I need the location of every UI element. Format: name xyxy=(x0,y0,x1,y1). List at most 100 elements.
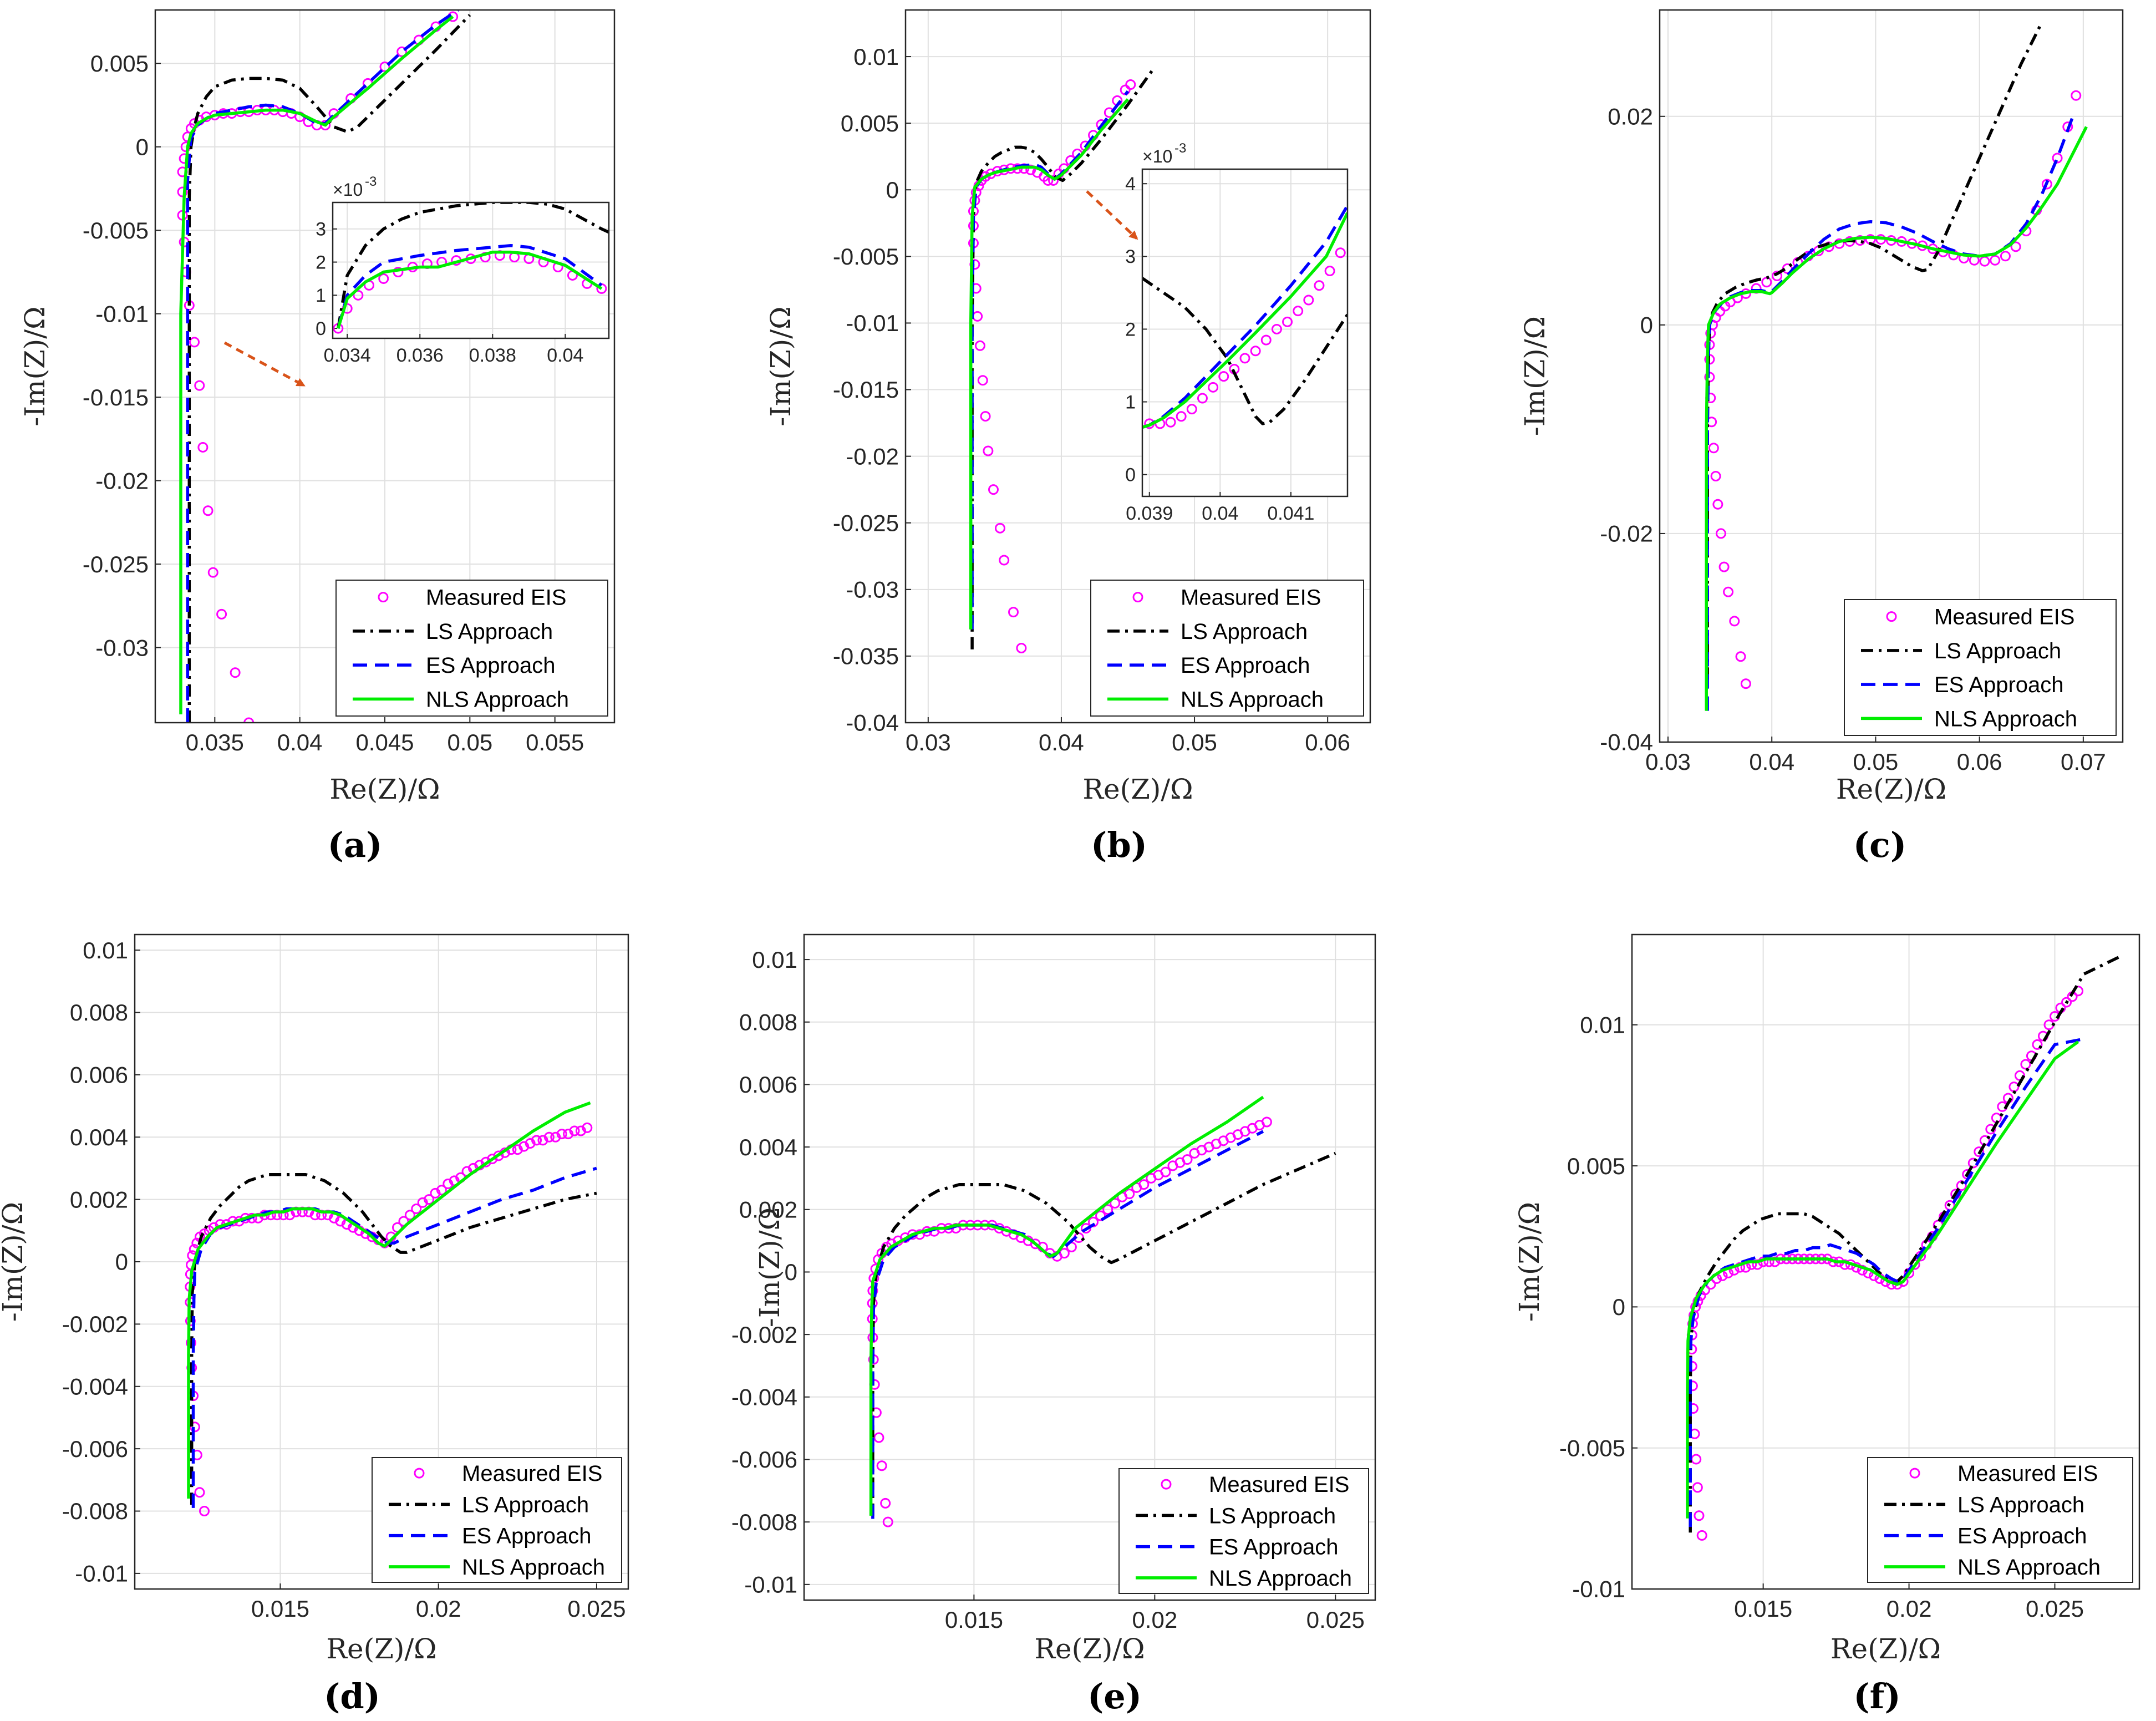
panel-a-ylabel: -Im(Z)/Ω xyxy=(19,306,51,426)
panel-c-ylabel: -Im(Z)/Ω xyxy=(1519,316,1551,436)
panel-b-inset-series-measured-eis-point xyxy=(1303,295,1314,306)
panel-e-legend-label-es-approach: ES Approach xyxy=(1209,1535,1339,1560)
panel-e: 0.015 0.02 0.0250.010.0080.0060.0040.0020-… xyxy=(731,933,1376,1717)
panel-b-ytick-label: -0.015 xyxy=(833,377,899,403)
panel-b-inset-ytick-label: 0 xyxy=(1125,465,1136,486)
panel-a-inset: 0.034 0.036 0.038 0.04 0 1 2 3 ×10 -3 xyxy=(316,174,610,366)
panel-e-ytick-label: 0.008 xyxy=(739,1009,797,1035)
panel-b-xtick-label: 0.05 xyxy=(1172,729,1217,755)
panel-f-series-measured-eis-point xyxy=(1694,1510,1705,1521)
panel-c-legend-label-measured-eis: Measured EIS xyxy=(1934,605,2074,629)
panel-b: 0.03 0.04 0.05 0.06 0.01 0.005 0 -0.005 -0.01 -0.… xyxy=(765,9,1371,865)
panel-a-zoom-arrow xyxy=(223,341,306,387)
panel-f-legend-label-nls-approach: NLS Approach xyxy=(1957,1555,2101,1580)
panel-b-inset-ytick-label: 2 xyxy=(1125,319,1136,340)
panel-e-series-measured-eis-point xyxy=(1261,1116,1272,1128)
panel-a-series-measured-eis-point xyxy=(243,717,255,723)
panel-d-series-measured-eis-point xyxy=(569,1125,580,1136)
panel-c-ytick-label: 0.02 xyxy=(1608,103,1653,129)
panel-e-series-measured-eis-point xyxy=(882,1516,893,1527)
panel-b-ytick-label: -0.025 xyxy=(833,510,899,536)
panel-a-inset-series-nls-approach-line xyxy=(337,250,603,329)
panel-f-ytick-label: -0.005 xyxy=(1559,1435,1625,1461)
panel-b-series-measured-eis-point xyxy=(1125,79,1136,90)
panel-b-ylabel: -Im(Z)/Ω xyxy=(765,306,797,426)
panel-c-ytick-label: -0.02 xyxy=(1600,521,1653,547)
panel-b-series-measured-eis-point xyxy=(988,484,999,495)
panel-f-xtick-label: 0.025 xyxy=(2026,1596,2084,1622)
panel-a-ytick-label: -0.02 xyxy=(95,468,149,494)
panel-d-ytick-label: -0.004 xyxy=(62,1373,128,1399)
panel-a-ytick-label: -0.01 xyxy=(95,301,149,327)
panel-e-series-measured-eis-point xyxy=(876,1460,887,1471)
panel-e-xtick-label: 0.02 xyxy=(1132,1607,1177,1633)
panel-a-ytick-label: 0.005 xyxy=(90,50,149,77)
panel-f-series-measured-eis-point xyxy=(2032,1039,2043,1050)
panel-b-series-measured-eis-point xyxy=(1016,642,1027,653)
panel-e-legend: Measured EIS LS Approach ES Approach NLS Ap… xyxy=(1118,1468,1369,1594)
panel-b-ytick-label: 0.005 xyxy=(841,110,899,136)
panel-c-series-measured-eis-point xyxy=(1735,651,1746,662)
panel-a-inset-exponent: ×10 xyxy=(333,180,363,200)
panel-e-series-measured-eis-point xyxy=(1182,1154,1193,1165)
panel-a-frame xyxy=(154,9,616,724)
panel-c-xtick-label: 0.06 xyxy=(1957,749,2002,775)
panel-e-series-es-approach-line xyxy=(871,1130,1264,1519)
panel-a-series-measured-eis-point xyxy=(230,667,241,678)
panel-b-inset-series-measured-eis xyxy=(1144,247,1346,429)
panel-c-frame xyxy=(1659,9,2124,743)
panel-c-series-measured-eis-point xyxy=(1854,235,1865,246)
panel-a-xtick-label: 0.035 xyxy=(186,729,244,755)
panel-b-series-measured-eis-point xyxy=(980,171,991,182)
panel-c-series-measured-eis-point xyxy=(2041,179,2052,190)
panel-d-legend-label-nls-approach: NLS Approach xyxy=(462,1555,605,1580)
panel-e-ytick-label: -0.004 xyxy=(731,1384,797,1410)
panel-c-series-measured-eis-point xyxy=(1729,616,1740,627)
panel-b-series-measured-eis-point xyxy=(974,340,985,351)
panel-b-legend-label-es-approach: ES Approach xyxy=(1181,653,1310,678)
panel-b-inset-series-es-approach-line xyxy=(1142,205,1347,429)
panel-e-legend-swatch-measured xyxy=(1161,1479,1172,1490)
panel-f-frame xyxy=(1631,933,2140,1590)
panel-b-inset-series-measured-eis-point xyxy=(1335,247,1346,258)
panel-b-series-measured-eis-point xyxy=(994,522,1005,534)
panel-e-ytick-label: 0 xyxy=(785,1259,797,1285)
panel-a-legend-box xyxy=(335,580,608,717)
panel-d-legend-label-ls-approach: LS Approach xyxy=(462,1492,589,1517)
panel-e-series-measured-eis-point xyxy=(1124,1189,1135,1200)
panel-c-series-measured-eis-point xyxy=(1718,561,1730,572)
panel-a-legend: Measured EIS LS Approach ES Approach NLS Ap… xyxy=(335,580,608,717)
panel-f-series-measured-eis-point xyxy=(2061,997,2072,1008)
panel-f-legend-label-es-approach: ES Approach xyxy=(1957,1524,2087,1549)
panel-d-ytick-label: 0 xyxy=(115,1249,128,1275)
panel-b-inset-plot-area xyxy=(1142,169,1347,496)
panel-a-inset-series-es-approach-line xyxy=(337,243,603,329)
panel-f-legend-label-ls-approach: LS Approach xyxy=(1957,1492,2084,1517)
panel-f-series-measured-eis-point xyxy=(1752,1259,1763,1270)
panel-b-inset-series-measured-eis-point xyxy=(1250,346,1261,357)
panel-d-ytick-label: 0.002 xyxy=(70,1186,128,1212)
panel-a-inset-series-measured-eis-point xyxy=(353,290,364,301)
panel-b-ytick-label: -0.005 xyxy=(833,243,899,270)
panel-d-ytick-label: 0.004 xyxy=(70,1124,128,1150)
panel-c-legend: Measured EIS LS Approach ES Approach NLS Ap… xyxy=(1844,599,2117,736)
panel-c-series-measured-eis-point xyxy=(1710,471,1721,482)
panel-a-series-measured-eis-point xyxy=(396,46,408,57)
panel-f-label: (f) xyxy=(1853,1676,1900,1717)
panel-a-legend-label-nls-approach: NLS Approach xyxy=(426,687,569,712)
panel-d-series-measured-eis-point xyxy=(531,1135,542,1146)
panel-b-inset-series-measured-eis-point xyxy=(1271,323,1282,334)
panel-f-series-measured-eis-point xyxy=(1769,1256,1781,1267)
panel-e-ytick-label: 0.002 xyxy=(739,1196,797,1222)
panel-c-series-measured-eis-point xyxy=(1990,255,2001,266)
panel-d-ylabel: -Im(Z)/Ω xyxy=(0,1202,29,1322)
panel-a-label: (a) xyxy=(328,825,383,865)
panel-f-series-nls-approach-line xyxy=(1686,1040,2079,1519)
panel-b-series-measured-eis-point xyxy=(980,411,991,422)
panel-a-series-measured-eis-point xyxy=(197,441,209,453)
panel-b-inset-series-measured-eis-point xyxy=(1324,266,1335,277)
panel-a-ytick-label: -0.03 xyxy=(95,634,149,661)
panel-b-frame xyxy=(904,9,1371,724)
panel-d-ytick-label: -0.008 xyxy=(62,1498,128,1524)
